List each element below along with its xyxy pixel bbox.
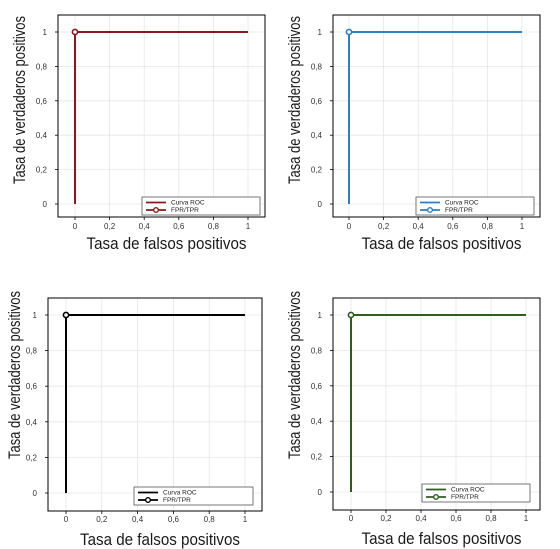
legend-marker-fpr-tpr (144, 497, 151, 504)
y-tick-label: 0,6 (311, 97, 323, 106)
x-tick-label: 0,8 (482, 222, 494, 231)
y-tick-label: 0,6 (26, 382, 38, 391)
roc-curve-line (65, 314, 245, 493)
y-tick-label: 0,6 (36, 97, 48, 106)
x-axis-title: Tasa de falsos positivos (362, 234, 522, 253)
y-tick-label: 0,4 (311, 131, 323, 140)
y-axis-title: Tasa de verdaderos positivos (10, 16, 29, 184)
x-tick-label: 0 (73, 222, 78, 231)
fpr-tpr-point (347, 311, 355, 319)
roc-curve-line (350, 314, 526, 492)
legend-label-fpr-tpr: FPR/TPR (163, 497, 191, 504)
legend-label-roc: Curva ROC (445, 200, 479, 207)
y-tick-label: 0 (43, 200, 48, 209)
x-tick-label: 0 (347, 222, 352, 231)
legend-label-fpr-tpr: FPR/TPR (445, 207, 473, 214)
x-tick-label: 1 (243, 515, 248, 524)
y-tick-label: 1 (33, 311, 38, 320)
y-tick-label: 0,4 (26, 418, 38, 427)
legend-label-fpr-tpr: FPR/TPR (171, 207, 199, 214)
legend-label-roc: Curva ROC (163, 490, 197, 497)
legend-label-roc: Curva ROC (451, 487, 485, 494)
x-tick-label: 0,6 (447, 222, 459, 231)
legend-marker-fpr-tpr (427, 206, 434, 213)
y-axis-title: Tasa de verdaderos positivos (285, 291, 304, 459)
x-tick-label: 1 (524, 514, 529, 523)
legend-marker-fpr-tpr (433, 494, 440, 501)
fpr-tpr-point (345, 28, 353, 36)
y-axis-title: Tasa de verdaderos positivos (285, 16, 304, 184)
y-tick-label: 0,8 (26, 347, 38, 356)
chart-panel-2: 0 0,2 0,4 0,6 0,8 1 0 0,2 0,4 0,6 0,8 1 Tasa de fals… (285, 14, 541, 253)
x-tick-label: 0,2 (104, 222, 116, 231)
y-tick-label: 0,8 (311, 346, 323, 355)
y-tick-label: 0,2 (311, 166, 323, 175)
x-tick-label: 0,2 (378, 222, 390, 231)
x-tick-label: 0,4 (132, 515, 144, 524)
y-tick-label: 0,8 (311, 62, 323, 71)
y-tick-label: 0,2 (26, 453, 38, 462)
x-tick-label: 0 (64, 515, 69, 524)
chart-panel-1: 0 0,2 0,4 0,6 0,8 1 0 0,2 0,4 0,6 0,8 1 Tasa de fals… (10, 14, 266, 253)
x-tick-label: 1 (246, 222, 251, 231)
x-tick-label: 0,8 (485, 514, 497, 523)
x-axis-title: Tasa de falsos positivos (87, 234, 247, 253)
plot-frame (332, 14, 541, 218)
x-tick-label: 0,8 (204, 515, 216, 524)
y-tick-label: 0,4 (311, 417, 323, 426)
y-tick-label: 0,8 (36, 62, 48, 71)
y-tick-label: 0 (33, 489, 38, 498)
roc-curve-line (74, 31, 248, 204)
y-tick-label: 0 (318, 200, 323, 209)
plot-frame (332, 297, 541, 511)
x-tick-label: 0,6 (450, 514, 462, 523)
y-tick-label: 0,2 (311, 453, 323, 462)
x-tick-label: 0,6 (168, 515, 180, 524)
plot-frame (57, 14, 266, 218)
legend-box (415, 196, 535, 216)
y-tick-label: 0 (318, 488, 323, 497)
x-tick-label: 0 (349, 514, 354, 523)
legend-box (421, 483, 531, 503)
x-tick-label: 0,8 (208, 222, 220, 231)
y-tick-label: 1 (318, 311, 323, 320)
x-axis-title: Tasa de falsos positivos (80, 530, 240, 549)
x-tick-label: 0,4 (139, 222, 151, 231)
y-tick-label: 0,6 (311, 382, 323, 391)
x-tick-label: 0,6 (173, 222, 185, 231)
x-tick-label: 0,2 (380, 514, 392, 523)
legend-label-fpr-tpr: FPR/TPR (451, 494, 479, 501)
legend-label-roc: Curva ROC (171, 200, 205, 207)
x-tick-label: 0,2 (96, 515, 108, 524)
y-axis-title: Tasa de verdaderos positivos (5, 291, 24, 459)
legend-box (141, 196, 261, 216)
x-tick-label: 0,4 (413, 222, 425, 231)
roc-curve-line (348, 31, 522, 204)
y-tick-label: 1 (43, 28, 48, 37)
fpr-tpr-point (71, 28, 79, 36)
fpr-tpr-point (62, 311, 70, 319)
legend-marker-fpr-tpr (152, 206, 159, 213)
x-tick-label: 1 (520, 222, 525, 231)
plot-frame (47, 297, 263, 512)
legend-box (133, 486, 254, 506)
x-axis-title: Tasa de falsos positivos (362, 529, 522, 548)
y-tick-label: 1 (318, 28, 323, 37)
x-tick-label: 0,4 (415, 514, 427, 523)
y-tick-label: 0,4 (36, 131, 48, 140)
y-tick-label: 0,2 (36, 166, 48, 175)
